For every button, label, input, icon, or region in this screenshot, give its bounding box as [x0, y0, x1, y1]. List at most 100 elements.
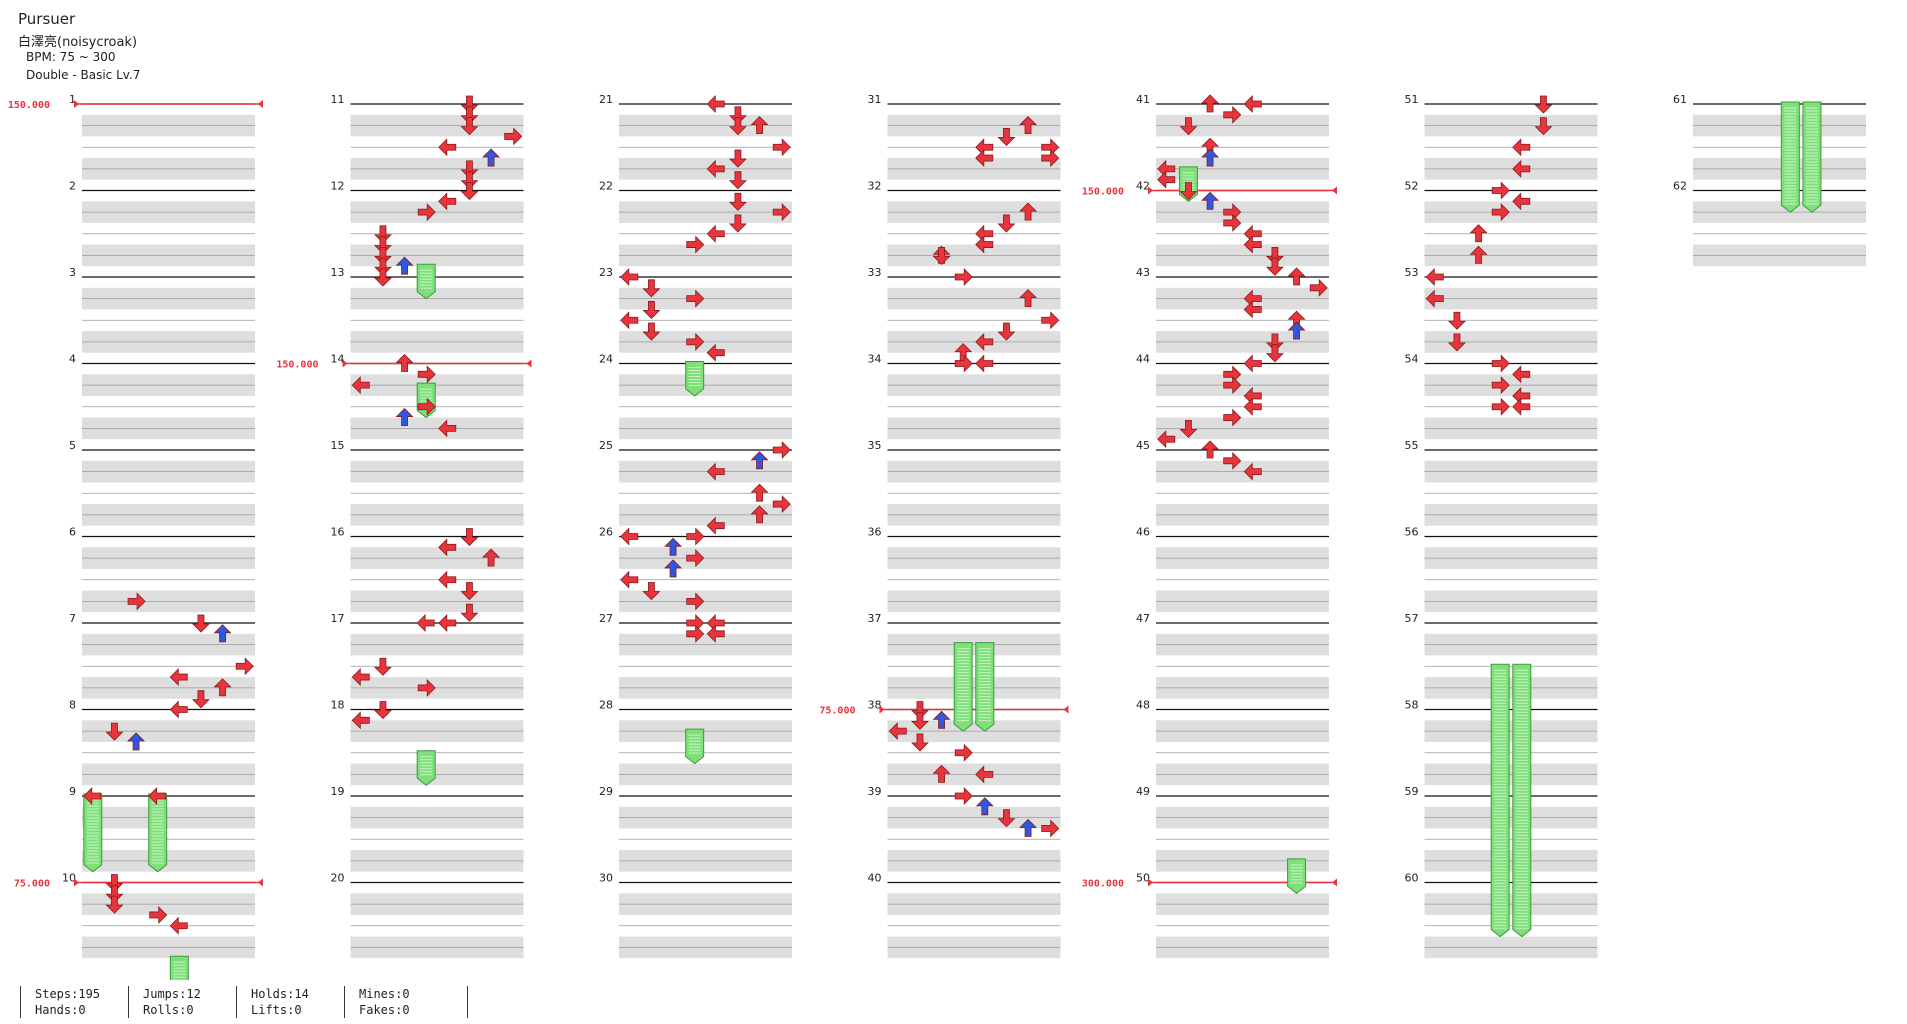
tap-arrow	[1469, 224, 1488, 243]
measure-number: 31	[868, 93, 882, 106]
tap-arrow	[504, 127, 523, 146]
tap-arrow	[975, 235, 994, 254]
bpm-marker	[342, 359, 348, 368]
tap-arrow	[706, 224, 725, 243]
tap-arrow	[932, 246, 951, 265]
tap-arrow	[395, 353, 414, 372]
stat-holds: Holds:14	[251, 987, 309, 1001]
tap-arrow	[1041, 819, 1060, 838]
measure-number: 21	[599, 93, 613, 106]
tap-arrow	[932, 764, 951, 783]
hold-note	[416, 263, 436, 300]
tap-arrow	[1512, 159, 1531, 178]
tap-arrow	[438, 538, 457, 557]
tap-arrow	[728, 149, 747, 168]
measure-number: 14	[331, 353, 345, 366]
measure-number: 5	[69, 439, 76, 452]
tap-arrow	[1201, 94, 1220, 113]
tap-arrow	[706, 624, 725, 643]
tap-arrow	[620, 311, 639, 330]
stat-hands: Hands:0	[35, 1003, 86, 1017]
tap-arrow	[686, 332, 705, 351]
hold-note	[416, 382, 436, 419]
tap-arrow	[888, 722, 907, 741]
tap-arrow	[460, 160, 479, 179]
tap-arrow	[686, 624, 705, 643]
tap-arrow	[1265, 257, 1284, 276]
tap-arrow	[1041, 149, 1060, 168]
measure-number: 30	[599, 872, 613, 885]
tap-arrow	[460, 582, 479, 601]
tap-arrow	[1243, 354, 1262, 373]
tap-arrow	[438, 614, 457, 632]
measure-number: 29	[599, 785, 613, 798]
tap-arrow	[750, 451, 769, 470]
tap-arrow	[706, 462, 725, 481]
measure-number: 62	[1673, 180, 1687, 193]
tap-arrow	[1157, 430, 1176, 449]
tap-arrow	[1491, 181, 1510, 200]
bpm-marker	[74, 100, 79, 108]
stat-lifts: Lifts:0	[251, 1003, 302, 1017]
tap-arrow	[620, 570, 639, 589]
bpm-marker	[1148, 186, 1153, 195]
tap-arrow	[1223, 105, 1242, 124]
tap-arrow	[975, 797, 994, 816]
tap-arrow	[1512, 365, 1531, 384]
tap-arrow	[149, 905, 168, 924]
tap-arrow	[1019, 289, 1038, 308]
measure-number: 20	[331, 872, 345, 885]
bpm-marker	[74, 878, 79, 887]
hold-note	[148, 793, 168, 873]
bpm-label: 150.000	[1082, 187, 1124, 198]
stat-fakes: Fakes:0	[359, 1003, 410, 1017]
measure-number: 32	[868, 180, 882, 193]
measure-number: 10	[62, 872, 76, 885]
tap-arrow	[1512, 397, 1531, 416]
tap-arrow	[373, 236, 392, 255]
measure-number: 3	[69, 266, 76, 279]
tap-arrow	[772, 203, 791, 222]
hold-note	[1287, 858, 1307, 894]
tap-arrow	[1179, 117, 1198, 136]
step-chart: 1234567891011121314151617181920212223242…	[8, 93, 1866, 980]
tap-arrow	[686, 592, 705, 611]
hold-note	[1780, 101, 1800, 213]
tap-arrow	[460, 95, 479, 114]
bpm-marker	[1148, 878, 1153, 887]
tap-arrow	[1179, 182, 1198, 201]
measure-number: 48	[1136, 699, 1150, 712]
tap-arrow	[105, 895, 124, 914]
tap-arrow	[910, 733, 929, 752]
bpm-label: 75.000	[819, 706, 855, 717]
tap-arrow	[772, 138, 791, 157]
measure-number: 39	[868, 785, 882, 798]
tap-arrow	[351, 376, 370, 395]
tap-arrow	[1265, 246, 1284, 265]
hold-note	[169, 955, 189, 980]
measure-number: 52	[1405, 180, 1419, 193]
tap-arrow	[213, 624, 232, 643]
tap-arrow	[1309, 278, 1328, 297]
measure-number: 61	[1673, 93, 1687, 106]
stat-steps: Steps:195	[35, 987, 101, 1001]
bpm-marker	[1063, 705, 1069, 714]
tap-arrow	[1491, 203, 1510, 222]
tap-arrow	[1447, 311, 1466, 330]
tap-arrow	[910, 711, 929, 730]
tap-arrow	[460, 528, 479, 547]
tap-arrow	[417, 203, 436, 222]
hold-note	[416, 750, 436, 786]
tap-arrow	[975, 354, 994, 373]
tap-arrow	[235, 657, 254, 676]
measure-number: 24	[599, 353, 613, 366]
tap-arrow	[1041, 311, 1060, 330]
tap-arrow	[1243, 300, 1262, 319]
hold-note	[953, 642, 973, 732]
measure-number: 58	[1405, 699, 1419, 712]
measure-number: 27	[599, 612, 613, 625]
tap-arrow	[1447, 333, 1466, 352]
measure-number: 23	[599, 266, 613, 279]
tap-arrow	[1512, 192, 1531, 211]
hold-note	[685, 361, 705, 397]
